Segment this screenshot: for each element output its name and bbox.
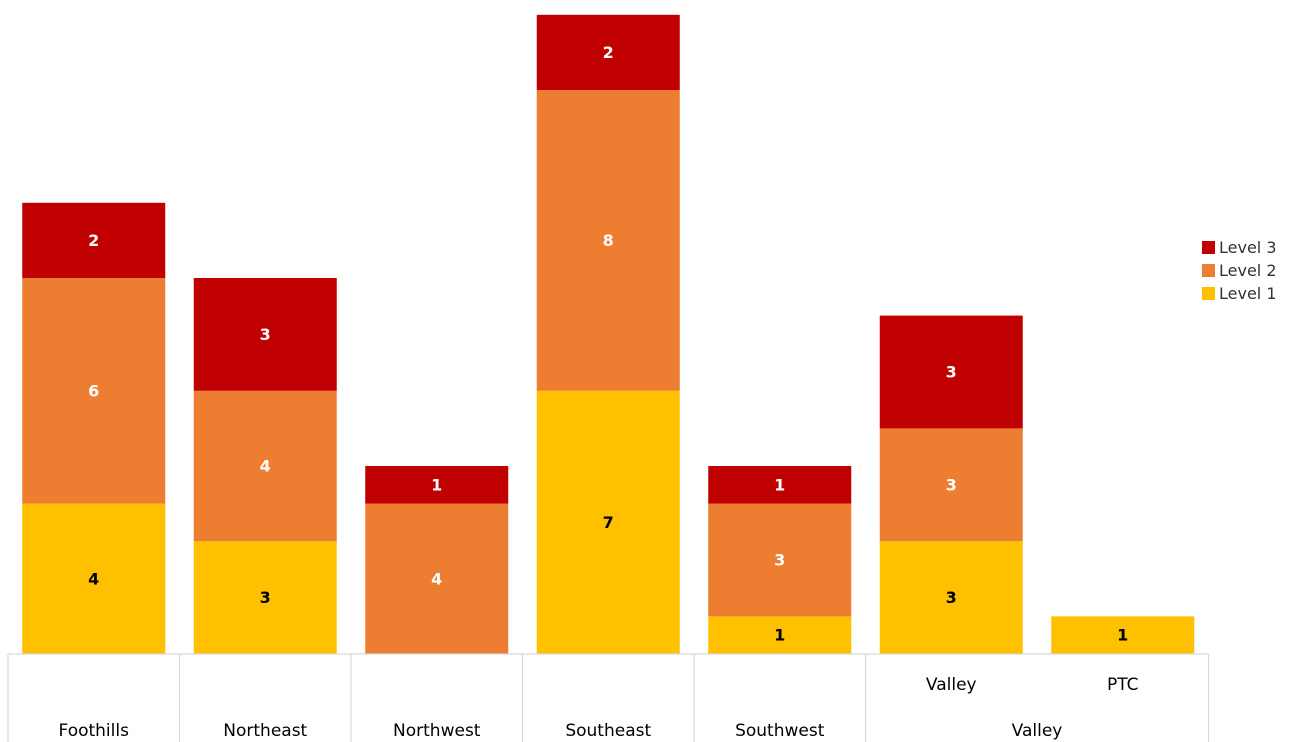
legend: Level 3 Level 2 Level 1 [1202, 236, 1277, 305]
group-label-southwest: Southwest [735, 721, 825, 741]
group-label-foothills: Foothills [59, 721, 130, 741]
data-label-valley-level-1: 3 [946, 588, 957, 607]
bar-southeast-level-2 [536, 90, 680, 391]
bar-southeast-level-1 [536, 390, 680, 654]
data-label-foothills-level-3: 2 [88, 231, 99, 250]
data-label-valley-level-3: 3 [946, 363, 957, 382]
bar-foothills-level-2 [22, 278, 166, 504]
data-label-valley-level-2: 3 [946, 475, 957, 494]
data-label-southwest-level-3: 1 [774, 475, 785, 494]
bar-foothills-level-3 [22, 202, 166, 278]
data-label-foothills-level-2: 6 [88, 381, 99, 400]
legend-item-level-3: Level 3 [1202, 236, 1277, 259]
data-label-northeast-level-1: 3 [260, 588, 271, 607]
legend-item-level-2: Level 2 [1202, 259, 1277, 282]
bar-northeast-level-1 [193, 541, 337, 654]
category-axis: Valley PTC Foothills Northeast Northwest Sout… [7, 653, 1210, 742]
bar-southwest-level-2 [708, 503, 852, 617]
legend-label-level-2: Level 2 [1219, 261, 1277, 280]
bar-southwest-level-1 [708, 616, 852, 654]
data-label-northeast-level-3: 3 [260, 325, 271, 344]
bar-northwest-level-2 [365, 503, 509, 654]
data-label-foothills-level-1: 4 [88, 569, 99, 588]
legend-swatch-level-1 [1202, 287, 1215, 300]
data-label-southwest-level-1: 1 [774, 626, 785, 645]
data-label-northwest-level-2: 4 [431, 569, 442, 588]
bar-foothills-level-1 [22, 503, 166, 654]
data-label-northwest-level-3: 1 [431, 475, 442, 494]
bar-southeast-level-3 [536, 14, 680, 90]
tick-label-ptc: PTC [1107, 675, 1139, 695]
data-label-southeast-level-1: 7 [603, 513, 614, 532]
data-label-southwest-level-2: 3 [774, 551, 785, 570]
data-label-southeast-level-2: 8 [603, 231, 614, 250]
data-label-southeast-level-3: 2 [603, 43, 614, 62]
legend-item-level-1: Level 1 [1202, 282, 1277, 305]
group-label-northwest: Northwest [393, 721, 481, 741]
bar-northwest-level-3 [365, 466, 509, 504]
bar-northeast-level-3 [193, 278, 337, 391]
legend-swatch-level-2 [1202, 264, 1215, 277]
group-label-northeast: Northeast [223, 721, 307, 741]
group-label-valley: Valley [1012, 721, 1063, 741]
bar-southwest-level-3 [708, 466, 852, 504]
data-label-ptc-level-1: 1 [1117, 626, 1128, 645]
bar-ptc-level-1 [1051, 616, 1195, 654]
tick-label-valley: Valley [926, 675, 977, 695]
data-label-northeast-level-2: 4 [260, 457, 271, 476]
group-label-southeast: Southeast [565, 721, 651, 741]
bar-northeast-level-2 [193, 390, 337, 542]
bar-valley-level-1 [879, 541, 1023, 654]
bars-layer: 4 6 2 3 4 3 4 1 7 8 2 1 3 1 3 3 3 1 [22, 14, 1195, 654]
legend-swatch-level-3 [1202, 241, 1215, 254]
bar-valley-level-3 [879, 315, 1023, 429]
bar-valley-level-2 [879, 428, 1023, 542]
legend-label-level-3: Level 3 [1219, 238, 1277, 257]
legend-label-level-1: Level 1 [1219, 284, 1277, 303]
